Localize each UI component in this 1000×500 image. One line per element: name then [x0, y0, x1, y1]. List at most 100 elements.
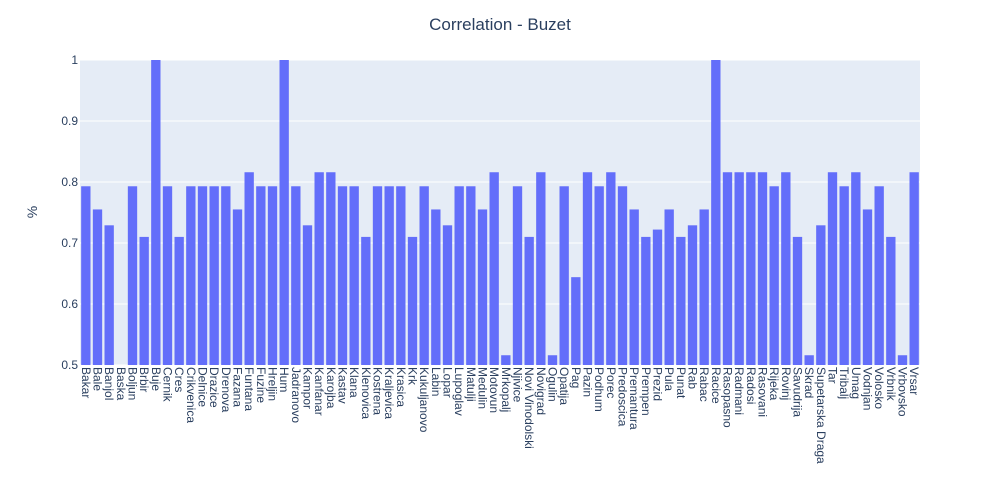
bar: [559, 186, 569, 365]
x-tick-label: Kampor: [301, 367, 315, 409]
x-tick-label: Drenova: [219, 367, 233, 413]
x-tick-label: Vrbnik: [884, 367, 898, 402]
x-tick-label: Bale: [91, 367, 105, 391]
bar: [652, 229, 663, 365]
bar: [746, 172, 756, 365]
x-tick-label: Rabac: [697, 367, 711, 402]
x-tick-label: Labin: [429, 367, 443, 396]
x-tick-label: Hreljin: [266, 367, 280, 401]
bar: [489, 172, 499, 365]
bar: [291, 186, 301, 365]
bar: [862, 209, 873, 365]
bar: [851, 172, 861, 365]
bar: [197, 186, 208, 365]
x-tick-label: Crikvenica: [184, 367, 198, 423]
x-tick-label: Buje: [149, 367, 163, 391]
x-tick-label: Predoscica: [616, 367, 630, 427]
x-tick-label: Rasopasno: [721, 367, 735, 428]
x-tick-label: Opatija: [557, 367, 571, 405]
bar: [722, 172, 733, 365]
x-tick-label: Cernik: [161, 367, 175, 403]
x-tick-label: Pula: [662, 367, 676, 391]
bar: [442, 225, 453, 365]
x-tick-label: Radmani: [732, 367, 746, 415]
x-tick-label: Karojba: [324, 367, 338, 409]
bar: [804, 355, 814, 365]
bar: [314, 172, 324, 365]
bar: [582, 172, 593, 365]
bar: [186, 186, 196, 365]
bar: [454, 186, 464, 365]
x-tick-label: Kostrena: [371, 367, 385, 415]
bar: [781, 172, 791, 365]
x-tick-label: Rovinj: [779, 367, 793, 400]
x-tick-label: Prezid: [651, 367, 665, 401]
x-tick-label: Vrbovsko: [896, 367, 910, 417]
bar: [279, 60, 289, 365]
bar: [349, 186, 359, 365]
x-tick-label: Rab: [686, 367, 700, 389]
x-axis-ticks: BakarBaleBanjolBaskaBoljunBrbirBujeCerni…: [79, 367, 921, 464]
x-tick-label: Klana: [347, 367, 361, 398]
bar: [711, 60, 721, 365]
x-tick-label: Rasovani: [756, 367, 770, 417]
bar: [396, 186, 406, 365]
x-tick-label: Mrkopalj: [499, 367, 513, 412]
bar: [792, 236, 803, 365]
bar: [232, 209, 243, 365]
bar: [209, 186, 219, 365]
x-tick-label: Lupoglav: [452, 367, 466, 416]
bar: [524, 236, 534, 365]
x-tick-label: Vrsar: [907, 367, 921, 395]
bar: [244, 172, 254, 365]
x-tick-label: Kukuljanovo: [417, 367, 431, 433]
x-tick-label: Bakar: [79, 367, 93, 398]
x-tick-label: Boljun: [126, 367, 140, 400]
x-tick-label: Banjol: [102, 367, 116, 400]
bar: [839, 186, 849, 365]
bar: [361, 236, 371, 365]
bar: [664, 209, 674, 365]
bar: [221, 186, 231, 365]
x-tick-label: Vodnjan: [861, 367, 875, 410]
bar: [641, 236, 651, 365]
bar: [419, 186, 429, 365]
x-tick-label: Kraljevica: [382, 367, 396, 419]
x-tick-label: Punat: [674, 367, 688, 399]
x-tick-label: Premantura: [627, 367, 641, 430]
x-tick-label: Racice: [709, 367, 723, 404]
x-tick-label: Umag: [849, 367, 863, 399]
x-tick-label: Cres: [172, 367, 186, 392]
bar: [571, 277, 581, 365]
x-tick-label: Supetarska Draga: [814, 367, 828, 464]
bar: [512, 186, 523, 365]
bar: [886, 236, 896, 365]
x-tick-label: Podhum: [592, 367, 606, 412]
x-tick-label: Savudrija: [791, 367, 805, 417]
x-tick-label: Fuzine: [254, 367, 268, 403]
x-tick-label: Medulin: [476, 367, 490, 409]
bar: [174, 236, 184, 365]
bar: [104, 225, 114, 365]
bar: [874, 186, 884, 365]
bar: [407, 236, 418, 365]
bar: [757, 172, 768, 365]
x-tick-label: Pag: [569, 367, 583, 388]
bar: [466, 186, 476, 365]
x-tick-label: Hum: [277, 367, 291, 392]
plot-area: [80, 60, 920, 365]
bar: [676, 236, 686, 365]
x-tick-label: Porec: [604, 367, 618, 398]
x-tick-label: Fazana: [231, 367, 245, 407]
y-axis-title: %: [24, 206, 40, 218]
bar: [256, 186, 266, 365]
y-tick-label: 0.7: [61, 236, 78, 250]
y-tick-label: 0.9: [61, 114, 78, 128]
gridlines: [80, 59, 920, 366]
bars: [81, 60, 919, 365]
y-axis-ticks: 0.5 0.6 0.7 0.8 0.9 1: [61, 53, 78, 372]
bar: [687, 225, 698, 365]
x-tick-label: Baska: [114, 367, 128, 401]
bar: [606, 172, 616, 365]
